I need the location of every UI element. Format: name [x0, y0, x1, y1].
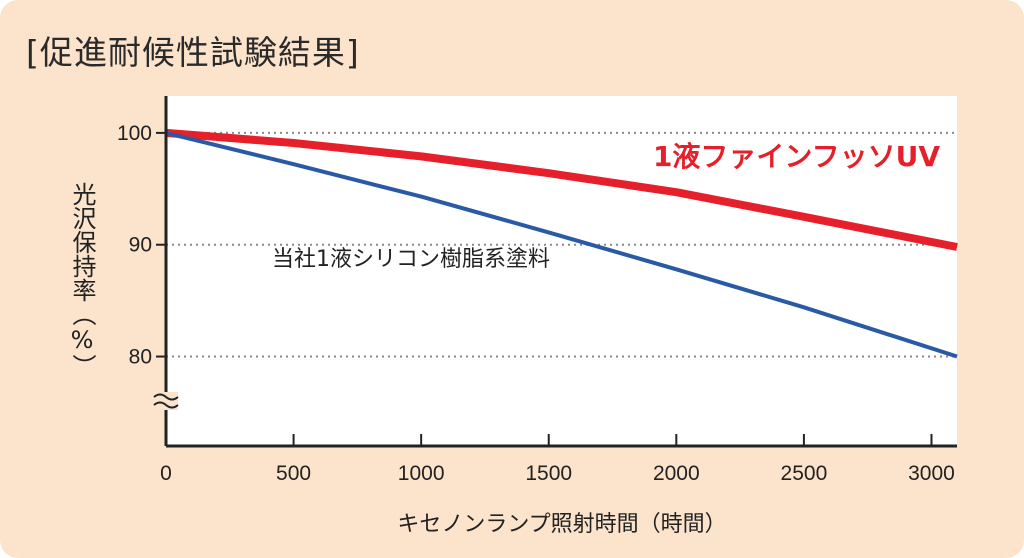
- axes: [153, 96, 957, 448]
- y-tick-label: 80: [129, 346, 152, 369]
- x-axis-label: キセノンランプ照射時間（時間）: [397, 512, 727, 537]
- x-tick-label: 2500: [781, 462, 828, 485]
- series-line-2: [165, 130, 958, 359]
- series-group: [165, 128, 958, 359]
- x-tick-label: 1500: [525, 462, 572, 485]
- series-line-1: [165, 128, 958, 251]
- axis-break-squiggle-2: [153, 401, 179, 409]
- plot-area: [166, 96, 957, 446]
- axis-break-gap: [154, 392, 178, 410]
- y-tick-label: 90: [129, 234, 152, 257]
- series-label-1: 1液ファインフッソUV: [653, 140, 940, 173]
- x-tick-label: 0: [160, 462, 172, 485]
- x-tick-label: 2000: [653, 462, 700, 485]
- y-axis-label: 光沢保持率（%）: [68, 182, 96, 378]
- series-label-2: 当社1液シリコン樹脂系塗料: [272, 247, 550, 272]
- x-tick-label: 3000: [908, 462, 955, 485]
- x-tick-label: 500: [276, 462, 311, 485]
- chart-title: [促進耐候性試験結果]: [26, 33, 360, 72]
- y-tick-label: 100: [117, 122, 152, 145]
- series-labels: 1液ファインフッソUV 当社1液シリコン樹脂系塗料: [272, 140, 940, 272]
- x-tick-label: 1000: [398, 462, 445, 485]
- axis-break-squiggle-1: [153, 393, 179, 401]
